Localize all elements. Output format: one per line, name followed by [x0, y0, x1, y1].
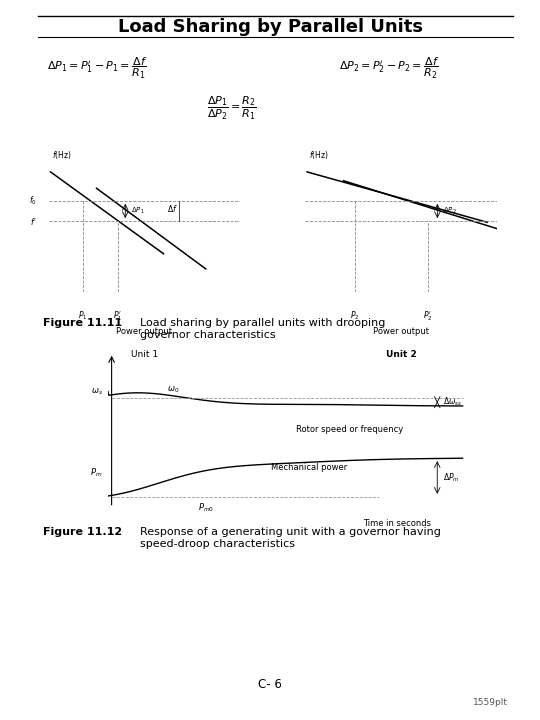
- Text: Load Sharing by Parallel Units: Load Sharing by Parallel Units: [118, 17, 422, 35]
- Text: $f$(Hz): $f$(Hz): [309, 148, 329, 161]
- Text: $f$(Hz): $f$(Hz): [52, 148, 72, 161]
- Text: Unit 1: Unit 1: [131, 349, 158, 359]
- Text: $\Delta f$: $\Delta f$: [167, 203, 178, 214]
- Text: speed-droop characteristics: speed-droop characteristics: [140, 539, 295, 549]
- Text: Figure 11.12: Figure 11.12: [43, 527, 123, 537]
- Text: Response of a generating unit with a governor having: Response of a generating unit with a gov…: [140, 527, 441, 537]
- Text: Power output: Power output: [373, 327, 429, 336]
- Text: Load sharing by parallel units with drooping: Load sharing by parallel units with droo…: [140, 318, 386, 328]
- Text: $\Delta P_{m}$: $\Delta P_{m}$: [443, 472, 460, 484]
- Text: $f'$: $f'$: [30, 215, 37, 227]
- Text: Mechanical power: Mechanical power: [271, 463, 347, 472]
- Text: $\omega_s$: $\omega_s$: [91, 386, 103, 397]
- Text: Power output: Power output: [117, 327, 172, 336]
- Text: governor characteristics: governor characteristics: [140, 330, 276, 340]
- Text: Rotor speed or frequency: Rotor speed or frequency: [296, 425, 403, 434]
- Text: C- 6: C- 6: [258, 678, 282, 691]
- Text: $P_1'$: $P_1'$: [113, 310, 123, 323]
- Text: $P_2'$: $P_2'$: [423, 310, 433, 323]
- Text: $\Delta P_1 = P_1^{\prime} - P_1 = \dfrac{\Delta f}{R_1}$: $\Delta P_1 = P_1^{\prime} - P_1 = \dfra…: [47, 55, 147, 81]
- Text: $\omega_0$: $\omega_0$: [167, 385, 179, 395]
- Text: Unit 2: Unit 2: [386, 349, 416, 359]
- Text: $\Delta P_{1}$: $\Delta P_{1}$: [131, 206, 145, 216]
- Text: $P_{m0}$: $P_{m0}$: [199, 501, 214, 514]
- Text: $\Delta P_2 = P_2^{\prime} - P_2 = \dfrac{\Delta f}{R_2}$: $\Delta P_2 = P_2^{\prime} - P_2 = \dfra…: [339, 55, 439, 81]
- Text: $\Delta P_2$: $\Delta P_2$: [443, 206, 457, 216]
- Text: $P_2$: $P_2$: [350, 310, 360, 322]
- Text: $\dfrac{\Delta P_1}{\Delta P_2} = \dfrac{R_2}{R_1}$: $\dfrac{\Delta P_1}{\Delta P_2} = \dfrac…: [207, 94, 257, 122]
- Text: 1559plt: 1559plt: [472, 698, 508, 707]
- Text: $P_1$: $P_1$: [78, 310, 88, 322]
- Text: Time in seconds: Time in seconds: [363, 519, 431, 528]
- Text: $\Delta\omega_{ss}$: $\Delta\omega_{ss}$: [443, 396, 462, 408]
- Text: Figure 11.11: Figure 11.11: [43, 318, 123, 328]
- Text: $f_0$: $f_0$: [29, 194, 37, 207]
- Text: $P_m$: $P_m$: [90, 467, 103, 479]
